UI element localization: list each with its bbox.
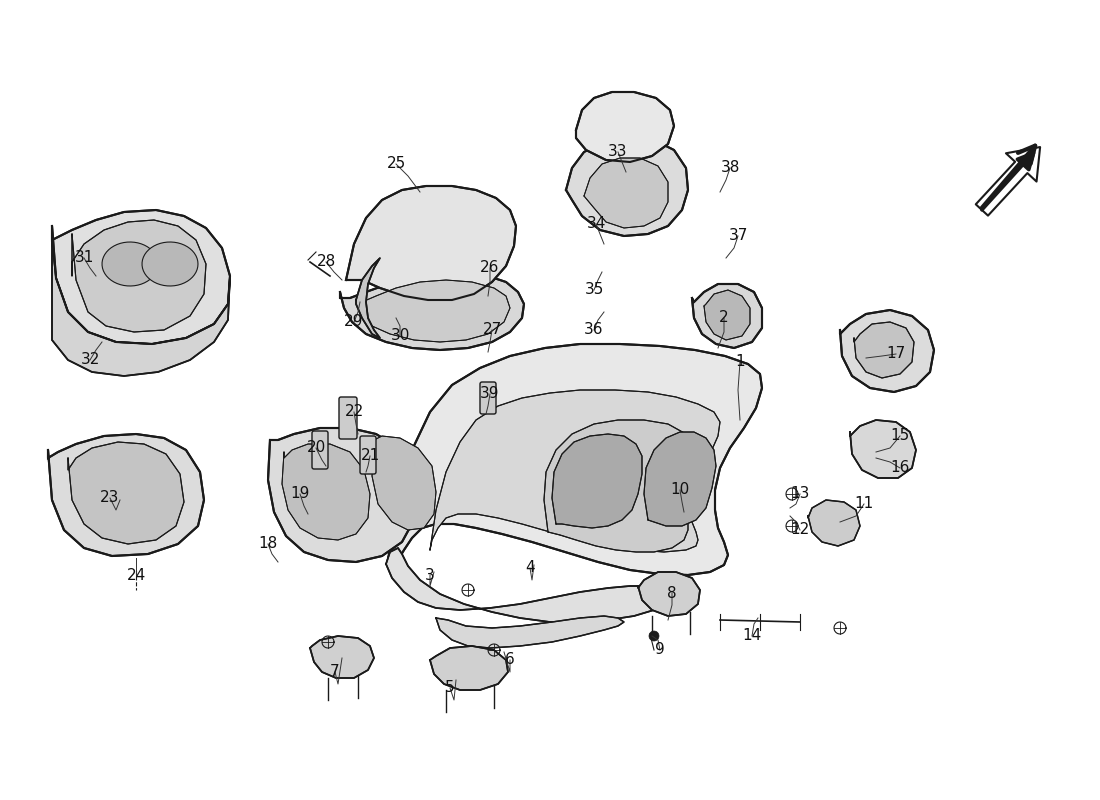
FancyBboxPatch shape [339,397,358,439]
Polygon shape [346,186,516,300]
Text: 23: 23 [100,490,120,506]
Polygon shape [649,631,659,641]
Polygon shape [356,258,380,338]
Polygon shape [544,420,694,552]
Text: 27: 27 [483,322,502,338]
Polygon shape [52,210,230,344]
Text: 17: 17 [887,346,905,362]
Text: 39: 39 [481,386,499,402]
Polygon shape [356,280,510,342]
Text: 36: 36 [584,322,604,338]
FancyBboxPatch shape [312,431,328,469]
Text: 20: 20 [307,441,326,455]
Text: 8: 8 [668,586,676,601]
Text: 18: 18 [258,537,277,551]
Polygon shape [436,616,624,648]
Polygon shape [430,390,720,552]
Text: 21: 21 [361,449,379,463]
Polygon shape [430,646,508,690]
Text: 35: 35 [584,282,604,298]
FancyBboxPatch shape [360,436,376,474]
Text: 13: 13 [790,486,810,502]
Polygon shape [310,636,374,678]
Polygon shape [282,444,370,540]
Text: 4: 4 [525,561,535,575]
Polygon shape [268,428,416,562]
Text: 9: 9 [656,642,664,658]
Polygon shape [854,322,914,378]
Polygon shape [692,284,762,348]
Polygon shape [52,240,230,376]
Text: 11: 11 [855,497,873,511]
Text: 15: 15 [890,429,910,443]
FancyBboxPatch shape [480,382,496,414]
Polygon shape [644,432,716,526]
Text: 33: 33 [608,145,628,159]
Text: 5: 5 [446,681,454,695]
Polygon shape [142,242,198,286]
Polygon shape [704,290,750,340]
Text: 37: 37 [728,229,748,243]
Polygon shape [72,220,206,332]
Text: 3: 3 [425,567,435,582]
Text: 32: 32 [80,353,100,367]
Polygon shape [48,434,204,556]
Polygon shape [576,92,674,162]
Text: 38: 38 [720,161,739,175]
Polygon shape [68,442,184,544]
Text: 10: 10 [670,482,690,498]
Text: 34: 34 [586,217,606,231]
Polygon shape [102,242,158,286]
Polygon shape [388,344,762,575]
Text: 2: 2 [719,310,729,326]
Text: 31: 31 [75,250,94,266]
Text: 16: 16 [890,461,910,475]
Text: 7: 7 [330,665,340,679]
Polygon shape [850,420,916,478]
Text: 24: 24 [126,569,145,583]
Text: 22: 22 [344,405,364,419]
Polygon shape [552,434,642,528]
Polygon shape [372,436,436,530]
Polygon shape [584,158,668,228]
Polygon shape [840,310,934,392]
Text: 12: 12 [791,522,810,538]
Text: 14: 14 [742,629,761,643]
Text: 25: 25 [386,157,406,171]
Polygon shape [386,548,670,622]
Text: 30: 30 [390,329,409,343]
Polygon shape [808,500,860,546]
Text: 26: 26 [481,261,499,275]
Polygon shape [340,272,524,350]
Polygon shape [638,572,700,616]
FancyArrowPatch shape [979,149,1038,213]
Polygon shape [566,138,688,236]
Text: 19: 19 [290,486,310,502]
Text: 29: 29 [344,314,364,330]
Text: 1: 1 [735,354,745,370]
Text: 28: 28 [317,254,336,270]
Text: 6: 6 [505,653,515,667]
